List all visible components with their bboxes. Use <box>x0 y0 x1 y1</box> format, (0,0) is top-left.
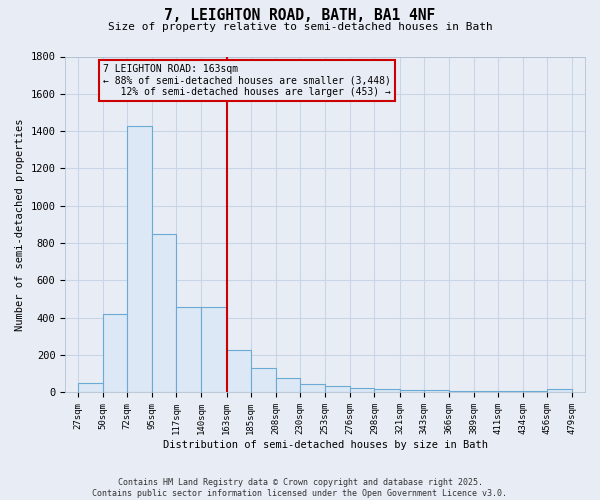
Bar <box>325 386 350 392</box>
Bar <box>202 306 227 392</box>
Bar <box>176 306 202 392</box>
Bar <box>300 384 325 392</box>
Bar <box>152 234 176 392</box>
Bar <box>103 314 127 392</box>
Y-axis label: Number of semi-detached properties: Number of semi-detached properties <box>15 118 25 330</box>
Bar <box>523 391 547 392</box>
Bar <box>227 350 251 393</box>
Bar <box>350 388 374 392</box>
Text: Size of property relative to semi-detached houses in Bath: Size of property relative to semi-detach… <box>107 22 493 32</box>
Bar <box>547 388 572 392</box>
X-axis label: Distribution of semi-detached houses by size in Bath: Distribution of semi-detached houses by … <box>163 440 488 450</box>
Bar <box>474 390 498 392</box>
Bar <box>449 390 474 392</box>
Bar <box>78 383 103 392</box>
Bar <box>424 390 449 392</box>
Bar <box>498 391 523 392</box>
Bar <box>276 378 300 392</box>
Bar <box>127 126 152 392</box>
Bar <box>251 368 276 392</box>
Text: 7 LEIGHTON ROAD: 163sqm
← 88% of semi-detached houses are smaller (3,448)
   12%: 7 LEIGHTON ROAD: 163sqm ← 88% of semi-de… <box>103 64 391 97</box>
Text: Contains HM Land Registry data © Crown copyright and database right 2025.
Contai: Contains HM Land Registry data © Crown c… <box>92 478 508 498</box>
Text: 7, LEIGHTON ROAD, BATH, BA1 4NF: 7, LEIGHTON ROAD, BATH, BA1 4NF <box>164 8 436 22</box>
Bar <box>374 388 400 392</box>
Bar <box>400 390 424 392</box>
